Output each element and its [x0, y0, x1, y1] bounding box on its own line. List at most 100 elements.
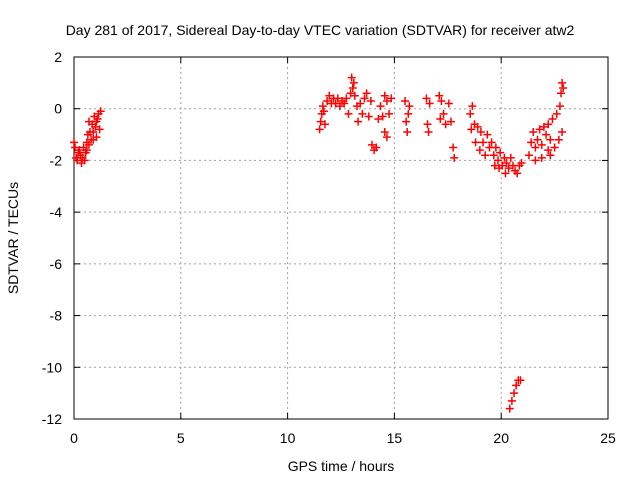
- data-point: [546, 151, 555, 160]
- data-point: [439, 109, 448, 118]
- data-point: [487, 138, 496, 147]
- data-point: [533, 135, 542, 144]
- data-point: [425, 99, 434, 108]
- x-tick-label: 5: [177, 430, 185, 446]
- data-point: [546, 135, 555, 144]
- data-point: [95, 125, 104, 134]
- data-point: [557, 89, 566, 98]
- data-point: [491, 143, 500, 152]
- data-point: [558, 78, 567, 87]
- plot-frame: [73, 56, 609, 420]
- data-point: [517, 159, 526, 168]
- data-point: [382, 133, 391, 142]
- data-point: [367, 140, 376, 149]
- data-point: [506, 153, 515, 162]
- data-point: [342, 94, 351, 103]
- data-point: [539, 122, 548, 131]
- data-point: [436, 115, 445, 124]
- data-point: [537, 153, 546, 162]
- data-point: [354, 117, 363, 126]
- data-point: [450, 153, 459, 162]
- data-point: [504, 164, 513, 173]
- data-point: [513, 169, 522, 178]
- data-point: [548, 115, 557, 124]
- data-point: [444, 99, 453, 108]
- data-point: [364, 112, 373, 121]
- data-point: [527, 138, 536, 147]
- data-point: [481, 151, 490, 160]
- data-point: [382, 96, 391, 105]
- y-tick-label: -10: [42, 359, 62, 375]
- data-point: [502, 159, 511, 168]
- data-point: [325, 91, 334, 100]
- data-point: [84, 140, 93, 149]
- data-point: [535, 125, 544, 134]
- data-point: [422, 94, 431, 103]
- data-point: [401, 96, 410, 105]
- y-tick-labels: 2 0 -2 -4 -6 -8 -10 -12: [42, 49, 62, 427]
- data-point: [437, 96, 446, 105]
- y-tick-label: -2: [50, 152, 63, 168]
- y-tick-label: 0: [54, 101, 62, 117]
- data-point: [550, 143, 559, 152]
- x-tick-label: 20: [493, 430, 509, 446]
- data-point: [554, 135, 563, 144]
- data-point: [441, 120, 450, 129]
- data-point: [475, 146, 484, 155]
- data-point: [510, 389, 519, 398]
- data-point: [92, 117, 101, 126]
- data-point: [335, 102, 344, 111]
- data-point: [404, 109, 413, 118]
- data-point: [374, 115, 383, 124]
- x-tick-label: 25: [600, 430, 616, 446]
- data-point: [423, 120, 432, 129]
- data-point: [524, 151, 533, 160]
- data-point: [320, 120, 329, 129]
- y-tick-label: 2: [54, 49, 62, 65]
- data-point: [558, 127, 567, 136]
- data-point: [348, 84, 357, 93]
- data-point: [479, 138, 488, 147]
- data-point: [366, 96, 375, 105]
- x-tick-label: 0: [70, 430, 78, 446]
- data-point: [340, 99, 349, 108]
- data-point: [360, 94, 369, 103]
- data-point: [447, 117, 456, 126]
- y-tick-label: -4: [50, 204, 63, 220]
- data-point: [424, 127, 433, 136]
- data-point: [347, 73, 356, 82]
- chart-title: Day 281 of 2017, Sidereal Day-to-day VTE…: [66, 22, 575, 38]
- data-point: [449, 143, 458, 152]
- data-point: [559, 84, 568, 93]
- y-tick-label: -8: [50, 308, 63, 324]
- data-point: [385, 109, 394, 118]
- data-point: [82, 146, 91, 155]
- y-tick-label: -6: [50, 256, 63, 272]
- data-point: [91, 122, 100, 131]
- data-point: [537, 140, 546, 149]
- y-tick-label: -12: [42, 411, 62, 427]
- x-tick-label: 10: [280, 430, 296, 446]
- data-point: [471, 138, 480, 147]
- data-point: [356, 99, 365, 108]
- data-point: [501, 169, 510, 178]
- data-point: [73, 156, 82, 165]
- data-points: [70, 73, 568, 413]
- y-axis-label: SDTVAR / TECUs: [5, 182, 21, 294]
- data-point: [75, 146, 84, 155]
- data-point: [380, 127, 389, 136]
- data-point: [405, 102, 414, 111]
- data-point: [346, 89, 355, 98]
- data-point: [316, 117, 325, 126]
- data-point: [378, 112, 387, 121]
- data-point: [552, 109, 561, 118]
- data-point: [349, 78, 358, 87]
- grid-lines: [74, 57, 608, 419]
- data-point: [318, 102, 327, 111]
- axis-ticks: [73, 56, 609, 420]
- data-point: [70, 138, 78, 147]
- data-point: [489, 151, 498, 160]
- data-point: [483, 130, 492, 139]
- data-point: [531, 156, 540, 165]
